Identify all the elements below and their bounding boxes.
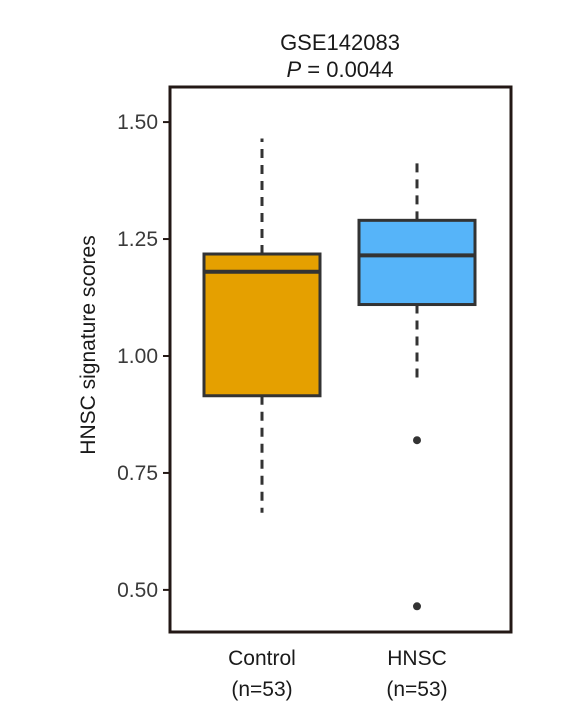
p-value-symbol: P	[286, 57, 301, 82]
chart-subtitle: P = 0.0044	[286, 57, 393, 82]
outlier-point	[413, 602, 421, 611]
p-value-text: = 0.0044	[301, 57, 393, 82]
x-category-label: HNSC	[387, 647, 447, 670]
outlier-point	[413, 436, 421, 445]
box-hnsc	[357, 218, 477, 307]
y-tick-label: 1.25	[117, 228, 158, 251]
x-axis-categories: Control (n=53) HNSC (n=53)	[228, 647, 448, 701]
x-category-label: Control	[228, 647, 296, 670]
y-tick-label: 1.00	[117, 345, 158, 368]
y-axis-label: HNSC signature scores	[77, 235, 100, 454]
y-axis-ticks: 0.50 0.75 1.00 1.25 1.50	[117, 111, 170, 602]
y-tick-label: 0.50	[117, 579, 158, 602]
chart-title: GSE142083	[280, 30, 400, 55]
boxes-layer	[202, 138, 477, 611]
plot-panel-border	[168, 85, 513, 634]
y-tick-label: 1.50	[117, 111, 158, 134]
y-tick-label: 0.75	[117, 462, 158, 485]
x-category-n-label: (n=53)	[231, 678, 292, 701]
x-category-n-label: (n=53)	[386, 678, 447, 701]
box-control	[202, 252, 322, 398]
